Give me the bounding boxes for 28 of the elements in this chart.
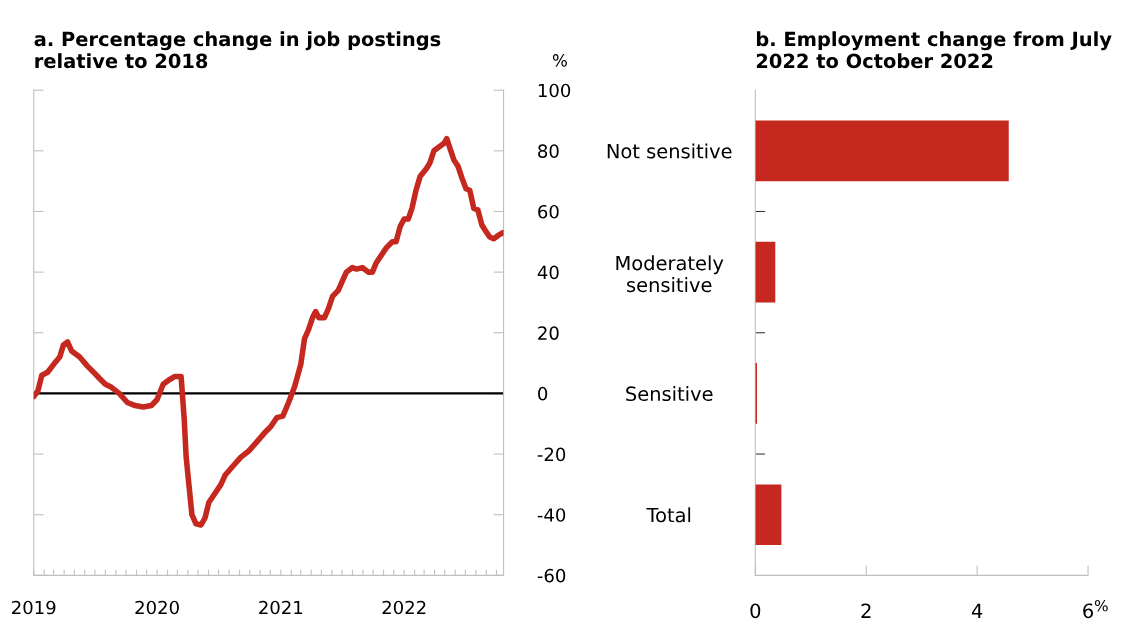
bar — [755, 241, 776, 303]
bar — [755, 484, 782, 546]
y-tick-label: 80 — [538, 144, 559, 158]
x-tick-label: 4 — [971, 603, 983, 618]
x-tick-label: 0 — [750, 603, 761, 619]
y-tick-label: Sensitive — [626, 386, 713, 402]
y-tick-label: 20 — [538, 326, 559, 340]
y-tick-label: -20 — [537, 447, 566, 462]
x-tick-label: 2019 — [12, 600, 56, 615]
x-axis-title: % — [1094, 599, 1108, 612]
y-tick-label: Moderately sensitive — [616, 255, 724, 293]
bar — [755, 120, 1009, 182]
x-tick-label: 2020 — [135, 600, 179, 615]
chart-title: a. Percentage change in job postings relative to 2018 — [34, 31, 441, 69]
y-tick-label: 0 — [538, 386, 548, 401]
y-tick-label: 100 — [538, 83, 571, 98]
x-tick-label: 6 — [1083, 603, 1093, 619]
x-tick-label: 2021 — [259, 600, 303, 615]
y-tick-label: Total — [646, 507, 691, 523]
x-tick-label: 2 — [861, 603, 871, 618]
x-tick-label: 2022 — [382, 600, 426, 615]
y-tick-label: Not sensitive — [607, 143, 732, 159]
y-tick-label: 60 — [538, 204, 559, 219]
y-tick-label: -60 — [537, 568, 566, 583]
y-tick-label: -40 — [537, 508, 566, 522]
y-axis-title: % — [552, 54, 567, 67]
y-tick-label: 40 — [537, 265, 559, 280]
chart-title: b. Employment change from July 2022 to October 2022 — [756, 31, 1112, 69]
